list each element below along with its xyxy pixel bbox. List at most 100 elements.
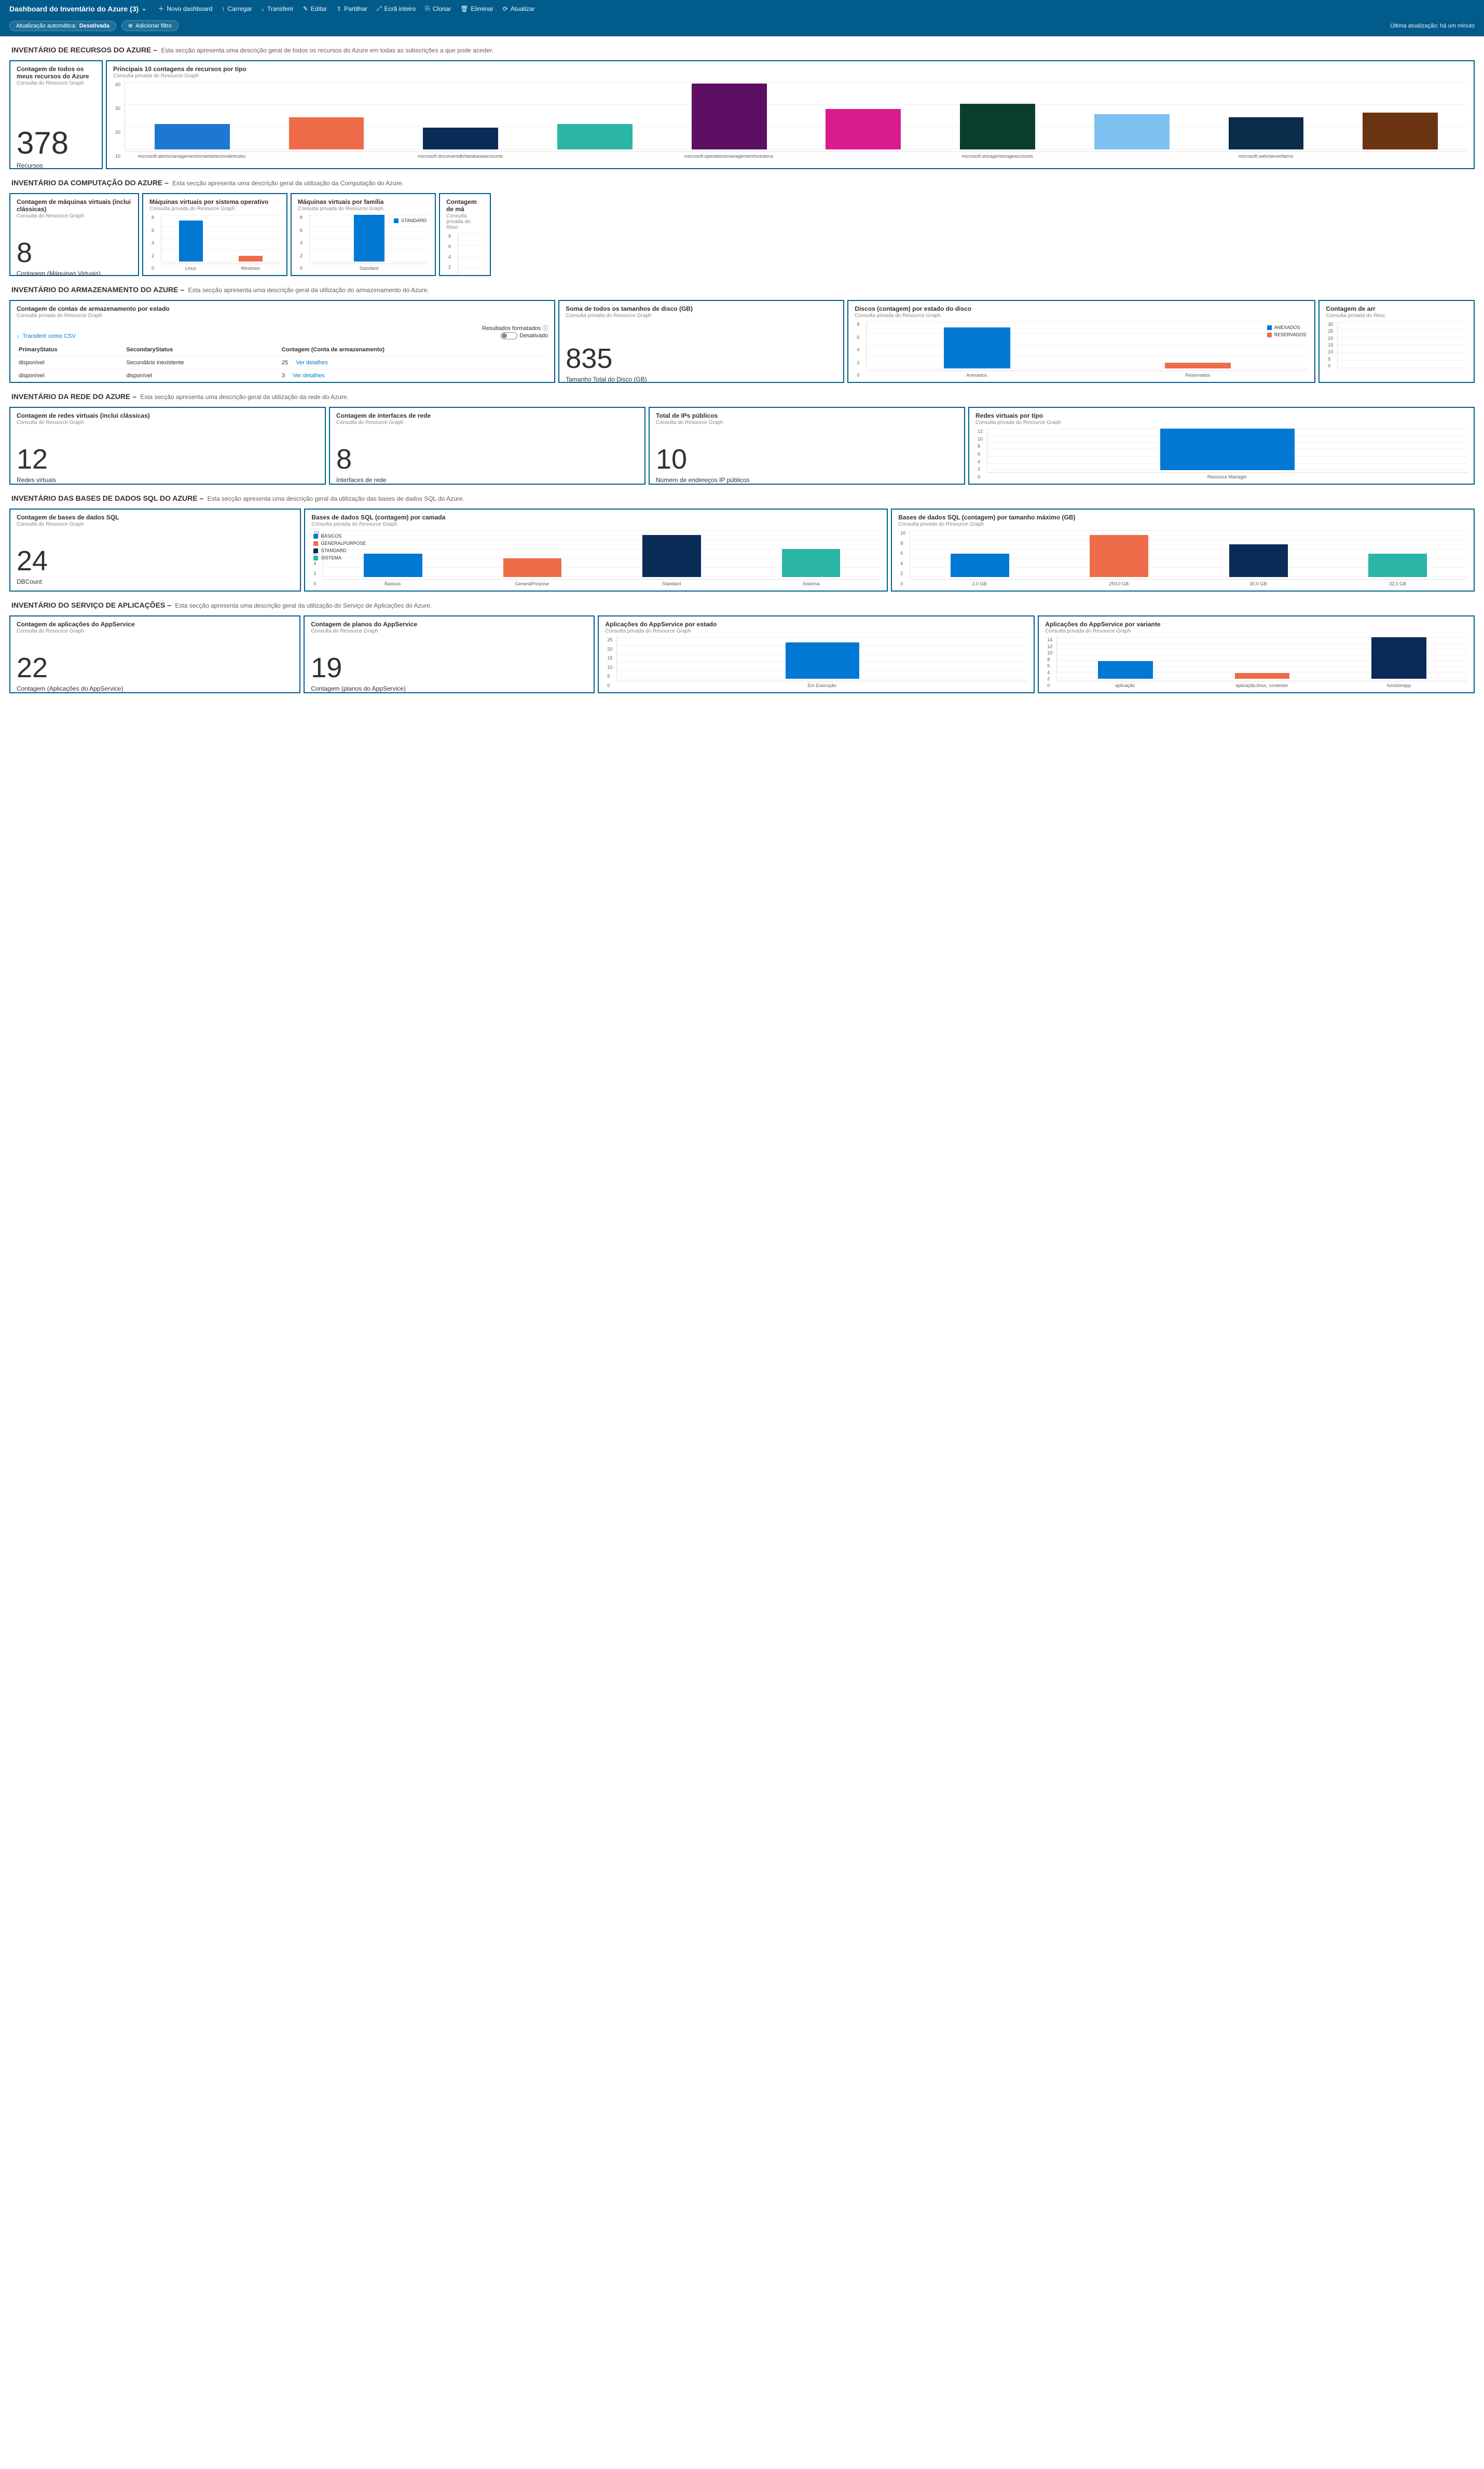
row-network: Contagem de redes virtuais (inclui cláss…: [0, 407, 1484, 485]
ytick: 10: [115, 154, 120, 159]
topbar-action[interactable]: ↑Carregar: [222, 5, 252, 12]
ytick: 4: [1047, 670, 1052, 675]
topbar-action[interactable]: ⤢Ecrã inteiro: [377, 5, 416, 12]
chart-bar: [1363, 113, 1438, 150]
table-header: Contagem (Conta de armazenamento): [280, 344, 548, 356]
tile-pip-count[interactable]: Total de IPs públicos Consulta do Resour…: [649, 407, 965, 485]
tile-sub: Consulta privada do Resource Graph: [113, 73, 1467, 79]
tile-vnet-count[interactable]: Contagem de redes virtuais (inclui cláss…: [9, 407, 326, 485]
topbar-action[interactable]: ↓Transferir: [262, 5, 294, 12]
ytick: 12: [1047, 644, 1052, 649]
topbar-action[interactable]: 🗑Eliminar: [460, 5, 493, 12]
details-link[interactable]: Ver detalhes: [296, 360, 327, 366]
chart-bar: [354, 215, 385, 262]
section-title: INVENTÁRIO DAS BASES DE DADOS SQL DO AZU…: [11, 494, 203, 502]
chart-bar: [1090, 535, 1148, 577]
bar-chart: 1086420BásicasGeneralPurposeStandardSist…: [311, 530, 881, 586]
bar-chart: 10864202,0 GB250,0 GB30,0 GB32,0 GB: [898, 530, 1467, 586]
tile-vm-by-os[interactable]: Máquinas virtuais por sistema operativo …: [142, 193, 287, 276]
ytick: 40: [115, 82, 120, 87]
tile-title: Redes virtuais por tipo: [975, 412, 1467, 419]
row-appsvc: Contagem de aplicações do AppService Con…: [0, 615, 1484, 693]
xlabel: microsoft.documentdb/databaseaccounts: [393, 152, 528, 159]
xlabel: Linux: [161, 264, 221, 271]
tile-title: Bases de dados SQL (contagem) por camada: [311, 514, 881, 521]
ytick: 0: [607, 683, 612, 688]
storage-table: PrimaryStatusSecondaryStatusContagem (Co…: [17, 344, 548, 382]
ytick: 4: [313, 561, 319, 566]
xlabel: microsoft.web/serverfarms: [1199, 152, 1333, 159]
tile-disks-by-state[interactable]: Discos (contagem) por estado do disco Co…: [847, 300, 1315, 383]
tile-title: Contagem de aplicações do AppService: [17, 621, 293, 628]
tile-storage-cut[interactable]: Contagem de arr Consulta privada do Resc…: [1318, 300, 1475, 383]
ytick: 4: [300, 240, 303, 245]
tile-sql-by-size[interactable]: Bases de dados SQL (contagem) por tamanh…: [891, 509, 1475, 592]
tile-sql-count[interactable]: Contagem de bases de dados SQL Consulta …: [9, 509, 301, 592]
chart-bar: [503, 558, 562, 577]
tile-sql-by-tier[interactable]: Bases de dados SQL (contagem) por camada…: [304, 509, 888, 592]
tile-storage-table[interactable]: Contagem de contas de armazenamento por …: [9, 300, 555, 383]
add-filter-pill[interactable]: ⊕ Adicionar filtro: [121, 20, 178, 31]
ytick: 10: [1328, 349, 1333, 354]
ytick: 0: [300, 266, 303, 271]
tile-top10-chart[interactable]: Principais 10 contagens de recursos por …: [106, 60, 1475, 169]
fmt-toggle[interactable]: [501, 332, 517, 339]
xlabel: microsoft.operationsmanagement/solutions: [662, 152, 796, 159]
tile-appsvc-by-state[interactable]: Aplicações do AppService por estado Cons…: [598, 615, 1035, 693]
chart-bar: [692, 84, 767, 149]
action-icon: ⎘: [425, 5, 430, 12]
chart-bar: [1235, 673, 1289, 679]
chart-bar: [557, 124, 633, 149]
dashboard-body: INVENTÁRIO DE RECURSOS DO AZURE – Esta s…: [0, 36, 1484, 704]
auto-update-value: Desativada: [79, 23, 109, 29]
ytick: 4: [152, 240, 154, 245]
tile-sub: Consulta privada do Resc: [446, 213, 484, 230]
info-icon[interactable]: ⓘ: [542, 325, 548, 332]
xlabel: [796, 152, 930, 159]
tile-resource-count[interactable]: Contagem de todos os meus recursos do Az…: [9, 60, 103, 169]
tile-appsvc-apps[interactable]: Contagem de aplicações do AppService Con…: [9, 615, 300, 693]
table-row: disponívelSecundário inexistente25 Ver d…: [17, 356, 548, 369]
download-icon: ↓: [17, 333, 20, 339]
tile-vm-by-family[interactable]: Máquinas virtuais por família Consulta p…: [291, 193, 436, 276]
csv-label: Transferir como CSV: [23, 333, 76, 339]
tile-vnet-by-type[interactable]: Redes virtuais por tipo Consulta privada…: [968, 407, 1475, 485]
ytick: 2: [152, 253, 154, 258]
xlabel: Básicas: [323, 580, 462, 586]
section-head-network: INVENTÁRIO DA REDE DO AZURE – Esta secçã…: [0, 383, 1484, 407]
chart-bar: [1098, 661, 1152, 679]
ytick: 20: [115, 130, 120, 135]
details-link[interactable]: Ver detalhes: [293, 373, 324, 379]
tile-appsvc-plans[interactable]: Contagem de planos do AppService Consult…: [304, 615, 595, 693]
topbar-action[interactable]: ✎Editar: [303, 5, 327, 12]
download-csv-link[interactable]: ↓ Transferir como CSV: [17, 333, 76, 339]
big-number: 22: [17, 654, 293, 682]
tile-sub: Consulta privada do Resource Graph: [149, 206, 280, 212]
ytick: 6: [900, 551, 905, 556]
xlabel: Resource Manager: [987, 473, 1467, 479]
formatted-results: Resultados formatados ⓘ Desativado: [482, 324, 548, 339]
tile-vm-count[interactable]: Contagem de máquinas virtuais (inclui cl…: [9, 193, 139, 276]
tile-disk-size[interactable]: Soma de todos os tamanhos de disco (GB) …: [558, 300, 844, 383]
table-cell: 3 Ver detalhes: [280, 369, 548, 382]
bar-chart: 86420StandardSTANDARD: [298, 215, 429, 271]
topbar-action[interactable]: ⟳Atualizar: [503, 5, 535, 12]
table-cell: 25 Ver detalhes: [280, 356, 548, 369]
ytick: 8: [857, 322, 859, 327]
tile-nic-count[interactable]: Contagem de interfaces de rede Consulta …: [329, 407, 645, 485]
topbar-action[interactable]: ⇪Partilhar: [336, 5, 367, 12]
xlabel: GeneralPurpose: [462, 580, 602, 586]
dashboard-title[interactable]: Dashboard do Inventário do Azure (3) ⌄: [9, 5, 146, 13]
xlabel: microsoft.storage/storageaccounts: [930, 152, 1065, 159]
tile-sub: Consulta privada do Resource Graph: [311, 522, 881, 527]
auto-update-pill[interactable]: Atualização automática: Desativada: [9, 21, 116, 31]
ytick: 12: [978, 429, 983, 434]
topbar-action[interactable]: ⎘Clonar: [425, 5, 451, 12]
chart-bar: [786, 642, 859, 679]
tile-appsvc-by-variant[interactable]: Aplicações do AppService por variante Co…: [1038, 615, 1475, 693]
section-head-appsvc: INVENTÁRIO DO SERVIÇO DE APLICAÇÕES – Es…: [0, 592, 1484, 615]
tile-vm-cut[interactable]: Contagem de má Consulta privada do Resc …: [439, 193, 491, 276]
table-cell: disponível: [17, 356, 124, 369]
ytick: 5: [607, 674, 612, 679]
topbar-action[interactable]: ＋Novo dashboard: [158, 4, 212, 13]
